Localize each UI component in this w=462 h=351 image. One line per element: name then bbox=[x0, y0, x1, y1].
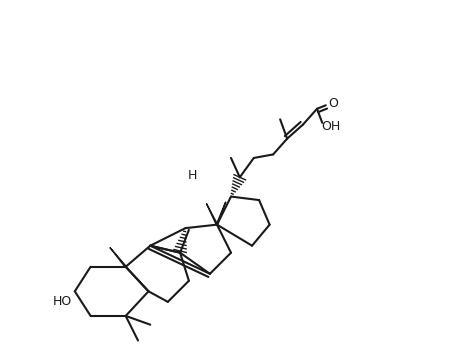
Text: HO: HO bbox=[53, 295, 72, 309]
Text: OH: OH bbox=[322, 120, 340, 133]
Polygon shape bbox=[110, 247, 126, 267]
Text: O: O bbox=[328, 97, 338, 110]
Polygon shape bbox=[207, 204, 218, 225]
Polygon shape bbox=[216, 202, 226, 225]
Text: H: H bbox=[188, 169, 197, 182]
